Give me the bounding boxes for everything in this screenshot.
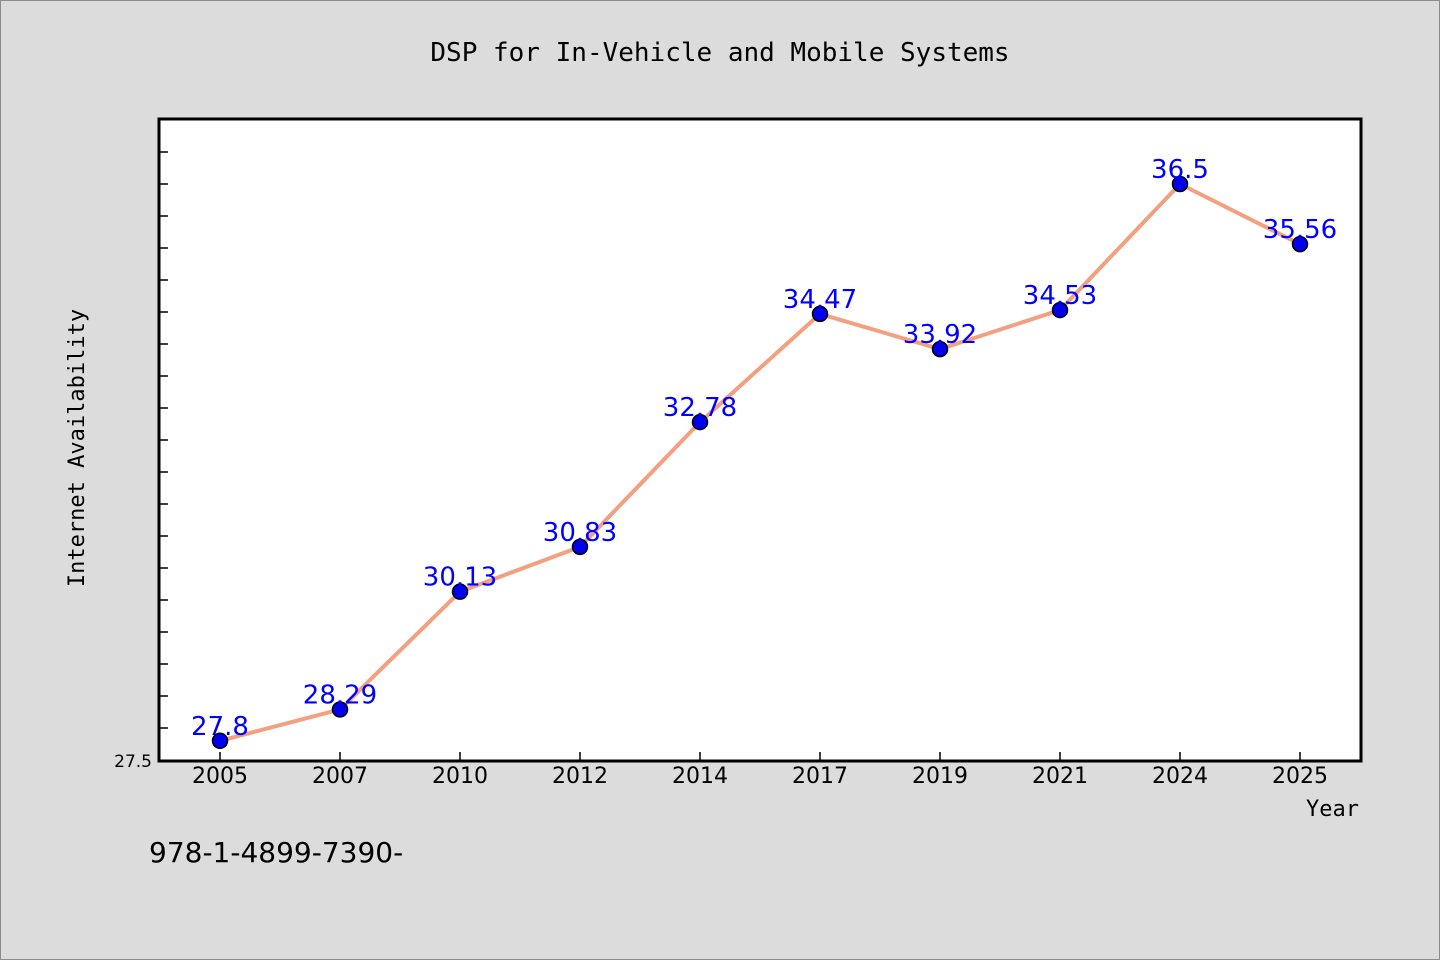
data-point [811,305,829,323]
data-label: 30.13 [423,563,497,593]
data-point [1051,301,1069,319]
data-point [931,340,949,358]
y-tick-label: 27.5 [114,752,152,772]
x-tick-label: 2014 [672,764,728,789]
x-tick-label: 2005 [192,764,248,789]
data-label: 34.47 [783,285,857,315]
data-label: 28.29 [303,680,377,710]
x-tick-label: 2021 [1032,764,1088,789]
x-axis-ticks [219,752,1301,760]
data-point [1171,175,1189,193]
data-point [451,583,469,600]
data-label: 36.5 [1151,155,1209,185]
x-tick-labels: 2005 2007 2010 2012 2014 2017 2019 2021 2024 2025 [192,764,1328,789]
data-point [571,538,589,556]
data-label: 27.8 [191,712,249,742]
y-axis-ticks [160,151,168,729]
x-tick-label: 2010 [432,764,488,789]
series-line [218,182,1302,743]
x-tick-label: 2019 [912,764,968,789]
data-point [1291,235,1309,253]
x-tick-label: 2025 [1272,764,1328,789]
data-label: 35.56 [1263,215,1337,245]
plot-area [157,117,1363,763]
chart-title: DSP for In-Vehicle and Mobile Systems [430,38,1009,68]
x-axis-label: Year [1306,797,1359,822]
series-markers [211,175,1309,750]
data-label: 33.92 [903,320,977,350]
footer-text: 978-1-4899-7390- [149,836,403,869]
data-point [331,701,349,718]
data-point [211,732,229,750]
data-label: 34.53 [1023,281,1097,311]
y-axis-label: Internet Availability [65,309,90,587]
x-tick-label: 2007 [312,764,368,789]
data-label: 32.78 [663,393,737,423]
data-labels: 27.8 28.29 30.13 30.83 32.78 34.47 33.92 34.53 3… [191,155,1337,742]
x-tick-label: 2017 [792,764,848,789]
x-tick-label: 2012 [552,764,608,789]
data-point [691,413,709,431]
data-label: 30.83 [543,518,617,548]
x-tick-label: 2024 [1152,764,1208,789]
